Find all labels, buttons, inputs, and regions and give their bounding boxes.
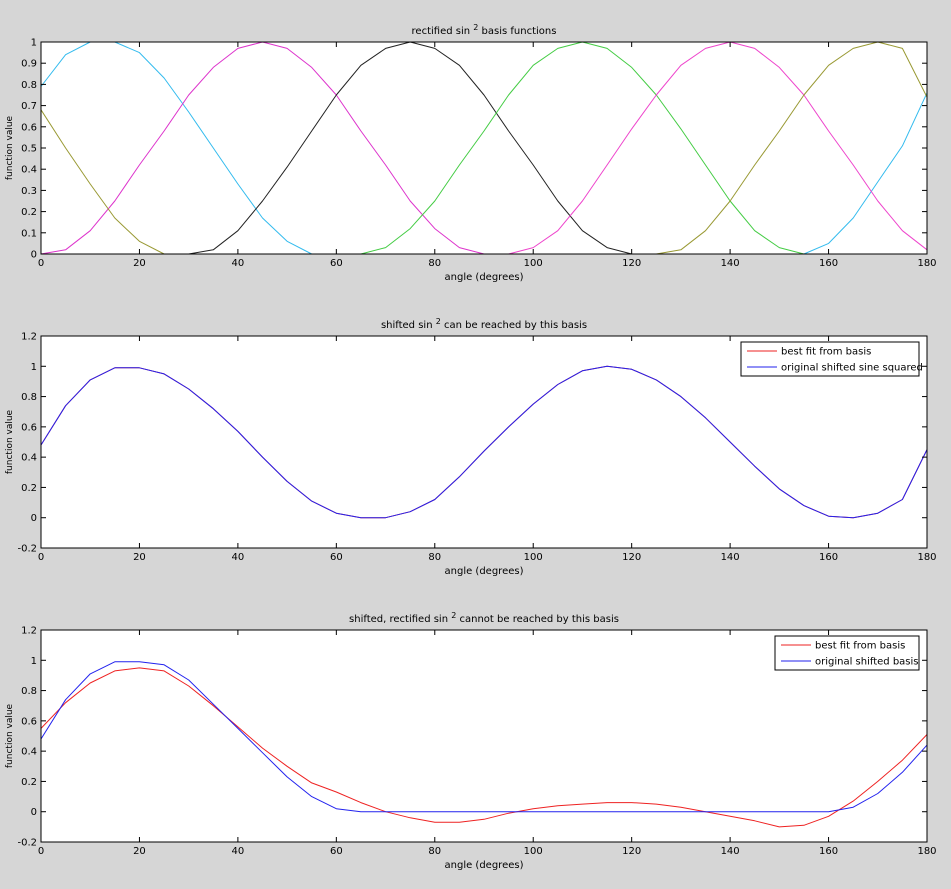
- x-tick-label: 100: [524, 846, 543, 857]
- legend-label: best fit from basis: [815, 641, 905, 652]
- y-axis-label: function value: [5, 115, 15, 180]
- x-tick-label: 80: [428, 552, 441, 563]
- x-tick-label: 0: [38, 552, 44, 563]
- y-tick-label: 0.5: [21, 144, 37, 155]
- y-tick-label: 1: [31, 38, 37, 49]
- x-axis-label: angle (degrees): [445, 566, 524, 577]
- y-tick-label: 0.8: [21, 392, 37, 403]
- axes-frame: [40, 629, 928, 843]
- x-tick-label: 0: [38, 258, 44, 269]
- chart-1: 0 20 40 60 80 100 120 140 160 180 0 0.1 0.2 0.3 0.4 0.5…: [5, 23, 937, 283]
- x-tick-label: 120: [622, 846, 641, 857]
- y-tick-label: 0.4: [21, 165, 37, 176]
- y-tick-label: -0.2: [17, 544, 37, 555]
- x-tick-label: 40: [232, 552, 245, 563]
- chart-title: shifted sin 2 can be reached by this bas…: [381, 317, 587, 331]
- y-tick-label: 0.8: [21, 80, 37, 91]
- x-tick-label: 180: [917, 846, 936, 857]
- legend-label: best fit from basis: [781, 347, 871, 358]
- y-tick-label: 0.9: [21, 59, 37, 70]
- x-tick-label: 40: [232, 258, 245, 269]
- x-tick-label: 160: [819, 552, 838, 563]
- x-tick-label: 180: [917, 258, 936, 269]
- y-tick-label: 0.2: [21, 777, 37, 788]
- y-tick-label: 0: [31, 250, 37, 261]
- y-tick-label: 0: [31, 513, 37, 524]
- x-tick-label: 0: [38, 846, 44, 857]
- series-line-1: [40, 667, 928, 828]
- x-tick-label: 60: [330, 846, 343, 857]
- y-tick-label: 0.4: [21, 453, 37, 464]
- x-tick-label: 100: [524, 258, 543, 269]
- series-line-2: [40, 661, 928, 813]
- series-line-2: [40, 365, 928, 519]
- y-axis-label: function value: [5, 409, 15, 474]
- y-axis-label: function value: [5, 703, 15, 768]
- y-tick-label: 1: [31, 656, 37, 667]
- x-tick-label: 160: [819, 846, 838, 857]
- x-tick-label: 60: [330, 258, 343, 269]
- x-tick-label: 180: [917, 552, 936, 563]
- y-tick-label: 0.4: [21, 747, 37, 758]
- x-tick-label: 140: [721, 552, 740, 563]
- x-axis-label: angle (degrees): [445, 860, 524, 871]
- x-tick-label: 160: [819, 258, 838, 269]
- y-tick-label: 0.6: [21, 122, 37, 133]
- y-tick-label: 0.2: [21, 207, 37, 218]
- chart-title: rectified sin 2 basis functions: [412, 23, 557, 37]
- y-tick-label: -0.2: [17, 838, 37, 849]
- x-tick-label: 80: [428, 846, 441, 857]
- y-tick-label: 1: [31, 362, 37, 373]
- chart-title: shifted, rectified sin 2 cannot be reach…: [349, 611, 619, 625]
- x-axis-label: angle (degrees): [445, 272, 524, 283]
- plot-area: [41, 42, 927, 254]
- legend-box: [774, 635, 920, 671]
- x-tick-label: 20: [133, 846, 146, 857]
- x-tick-label: 140: [721, 258, 740, 269]
- axes-frame: [40, 335, 928, 549]
- x-tick-label: 120: [622, 258, 641, 269]
- x-tick-label: 100: [524, 552, 543, 563]
- y-tick-label: 1.2: [21, 332, 37, 343]
- y-tick-label: 0: [31, 807, 37, 818]
- x-tick-label: 20: [133, 258, 146, 269]
- x-tick-label: 120: [622, 552, 641, 563]
- y-tick-label: 0.1: [21, 228, 37, 239]
- x-tick-label: 20: [133, 552, 146, 563]
- legend-label: original shifted sine squared: [781, 363, 923, 374]
- y-tick-label: 0.6: [21, 422, 37, 433]
- y-tick-label: 0.3: [21, 186, 37, 197]
- y-tick-label: 0.8: [21, 686, 37, 697]
- y-tick-label: 0.6: [21, 716, 37, 727]
- y-tick-label: 0.7: [21, 101, 37, 112]
- y-tick-label: 0.2: [21, 483, 37, 494]
- legend-box: [740, 341, 920, 377]
- chart-2: 0 20 40 60 80 100 120 140 160 180-0.200.20.40.60.…: [5, 317, 937, 577]
- legend-label: original shifted basis: [815, 657, 919, 668]
- x-tick-label: 80: [428, 258, 441, 269]
- legend: best fit from basis original shifted basi…: [774, 635, 920, 671]
- x-tick-label: 40: [232, 846, 245, 857]
- legend: best fit from basis original shifted sine…: [740, 341, 923, 377]
- x-tick-label: 60: [330, 552, 343, 563]
- chart-3: 0 20 40 60 80 100 120 140 160 180-0.200.20.40.60.…: [5, 611, 937, 871]
- y-tick-label: 1.2: [21, 626, 37, 637]
- x-tick-label: 140: [721, 846, 740, 857]
